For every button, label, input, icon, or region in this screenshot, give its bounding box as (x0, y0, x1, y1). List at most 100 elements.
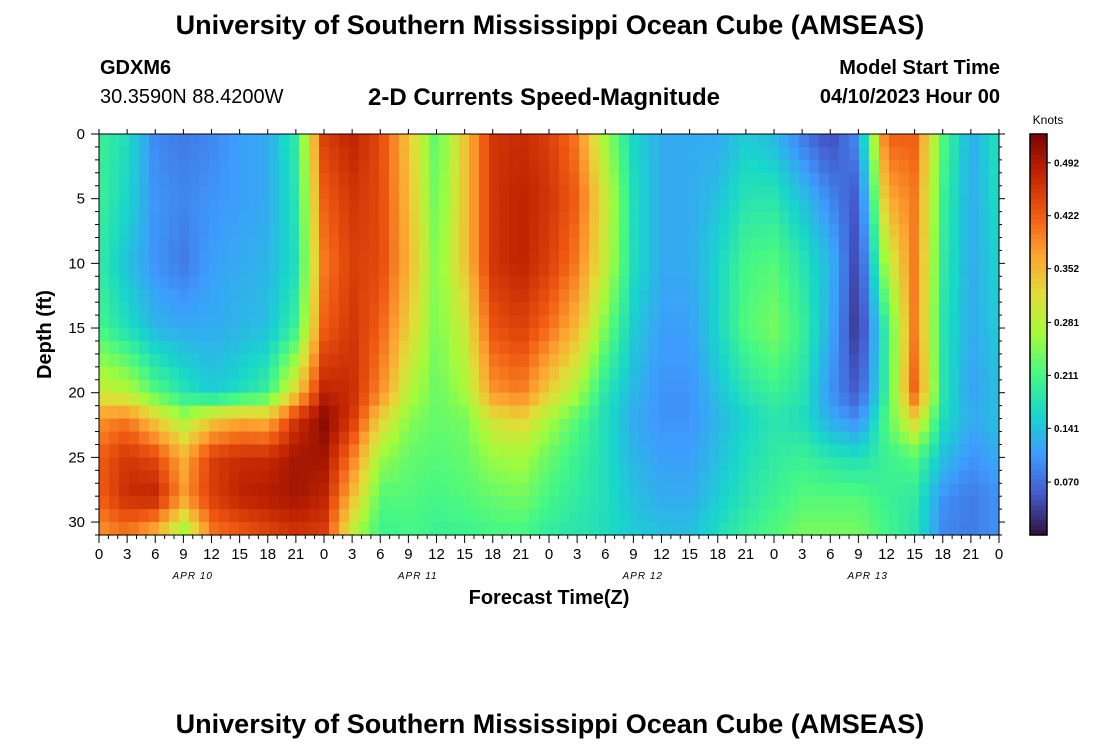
heatmap-cell (239, 405, 250, 420)
heatmap-cell (869, 522, 880, 536)
heatmap-cell (529, 522, 540, 536)
heatmap-cell (649, 172, 660, 187)
heatmap-cell (189, 366, 200, 381)
heatmap-cell (159, 405, 170, 420)
heatmap-cell (439, 134, 450, 148)
heatmap-cell (689, 276, 700, 290)
heatmap-cell (919, 198, 930, 213)
heatmap-cell (199, 237, 210, 252)
heatmap-cell (829, 198, 840, 213)
heatmap-cell (779, 418, 790, 433)
heatmap-cell (799, 366, 810, 381)
heatmap-cell (749, 509, 760, 523)
heatmap-cell (779, 392, 790, 407)
heatmap-cell (909, 340, 920, 355)
heatmap-cell (579, 211, 590, 226)
heatmap-cell (639, 315, 650, 329)
heatmap-cell (229, 289, 240, 303)
heatmap-cell (579, 224, 590, 239)
heatmap-cell (519, 353, 530, 368)
heatmap-cell (549, 211, 560, 226)
heatmap-cell (609, 198, 620, 213)
heatmap-cell (519, 250, 530, 264)
heatmap-cell (439, 211, 450, 226)
heatmap-cell (689, 263, 700, 277)
heatmap-cell (789, 146, 800, 161)
colorbar-segment (1030, 299, 1047, 305)
heatmap-cell (159, 185, 170, 200)
heatmap-cell (249, 134, 260, 148)
heatmap-cell (199, 444, 210, 458)
heatmap-cell (979, 146, 990, 161)
heatmap-cell (399, 159, 410, 174)
heatmap-cell (339, 302, 350, 316)
heatmap-cell (529, 509, 540, 523)
heatmap-cell (279, 172, 290, 187)
heatmap-cell (489, 237, 500, 252)
heatmap-cell (769, 289, 780, 303)
heatmap-cell (339, 198, 350, 213)
heatmap-cell (279, 134, 290, 148)
heatmap-cell (819, 211, 830, 226)
heatmap-cell (859, 509, 870, 523)
heatmap-cell (539, 134, 550, 148)
x-tick-label: 18 (484, 546, 501, 563)
heatmap-cell (419, 457, 430, 471)
heatmap-cell (909, 379, 920, 394)
heatmap-cell (989, 302, 1000, 316)
heatmap-cell (549, 405, 560, 420)
heatmap-cell (149, 250, 160, 264)
heatmap-cell (659, 328, 670, 342)
heatmap-cell (129, 237, 140, 252)
heatmap-cell (439, 302, 450, 316)
heatmap-cell (609, 302, 620, 316)
heatmap-cell (519, 302, 530, 316)
colorbar-segment (1030, 169, 1047, 175)
heatmap-cell (969, 185, 980, 200)
heatmap-cell (339, 134, 350, 148)
heatmap-cell (279, 250, 290, 264)
heatmap-cell (549, 224, 560, 239)
heatmap-cell (929, 405, 940, 420)
heatmap-cell (769, 379, 780, 394)
heatmap-cell (169, 224, 180, 239)
heatmap-cell (519, 159, 530, 174)
heatmap-cell (289, 405, 300, 420)
heatmap-cell (249, 522, 260, 536)
heatmap-cell (649, 444, 660, 458)
heatmap-cell (499, 172, 510, 187)
heatmap-cell (509, 496, 520, 510)
heatmap-cell (119, 431, 130, 446)
heatmap-cell (869, 470, 880, 484)
heatmap-cell (259, 134, 270, 148)
heatmap-cell (429, 276, 440, 290)
heatmap-cell (629, 483, 640, 497)
heatmap-cell (449, 405, 460, 420)
heatmap-cell (749, 340, 760, 355)
heatmap-cell (649, 366, 660, 381)
heatmap-cell (529, 418, 540, 433)
heatmap-cell (619, 172, 630, 187)
heatmap-cell (289, 276, 300, 290)
heatmap-cell (259, 224, 270, 239)
heatmap-cell (629, 392, 640, 407)
heatmap-cell (679, 353, 690, 368)
heatmap-cell (489, 340, 500, 355)
heatmap-cell (419, 392, 430, 407)
heatmap-cell (309, 353, 320, 368)
heatmap-cell (369, 444, 380, 458)
heatmap-cell (669, 379, 680, 394)
heatmap-cell (819, 431, 830, 446)
heatmap-cell (699, 263, 710, 277)
x-tick-label: 18 (259, 546, 276, 563)
heatmap-cell (399, 224, 410, 239)
heatmap-cell (589, 250, 600, 264)
heatmap-cell (489, 172, 500, 187)
heatmap-cell (659, 522, 670, 536)
heatmap-cell (529, 405, 540, 420)
heatmap-cell (819, 146, 830, 161)
heatmap-cell (379, 405, 390, 420)
heatmap-cell (979, 134, 990, 148)
heatmap-cell (269, 496, 280, 510)
heatmap-cell (739, 276, 750, 290)
